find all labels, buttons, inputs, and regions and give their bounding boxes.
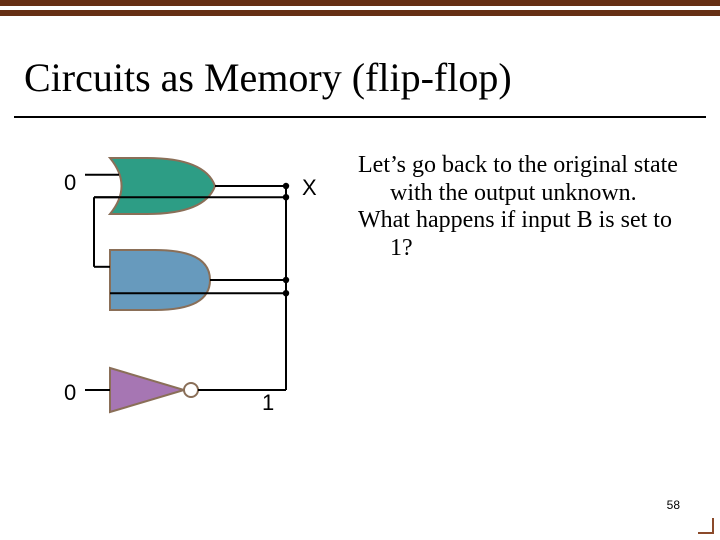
input-b-label: 0 <box>64 380 76 406</box>
slide-body: Let’s go back to the original state with… <box>358 152 698 262</box>
title-underline <box>14 116 706 118</box>
input-a-label: 0 <box>64 170 76 196</box>
output-x-label: X <box>302 175 317 201</box>
slide-title: Circuits as Memory (flip-flop) <box>24 56 512 100</box>
circuit-diagram: 0 0 X 1 <box>30 140 335 440</box>
accent-bar-2 <box>0 10 720 16</box>
page-number: 58 <box>667 498 680 512</box>
not-output-label: 1 <box>262 390 274 416</box>
corner-mark-icon <box>698 518 714 534</box>
top-accent-bars <box>0 0 720 16</box>
body-paragraph-1: Let’s go back to the original state with… <box>358 152 698 207</box>
body-paragraph-2: What happens if input B is set to 1? <box>358 207 698 262</box>
